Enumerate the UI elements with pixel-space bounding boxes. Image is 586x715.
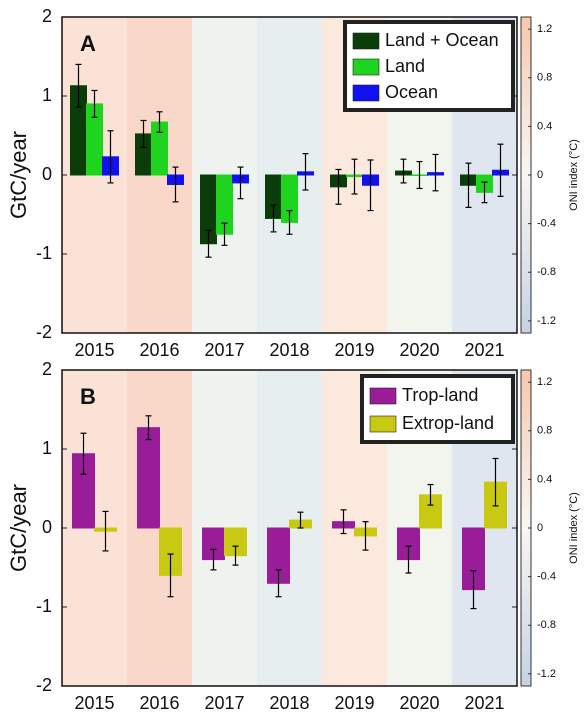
- error-bar: [297, 511, 304, 529]
- error-bar: [75, 63, 82, 108]
- colorbar-tick-label: -0.4: [537, 218, 556, 230]
- error-bar: [80, 432, 87, 475]
- error-bar: [351, 158, 358, 195]
- legend-label: Ocean: [385, 82, 438, 102]
- x-tick-label: 2018: [269, 693, 309, 713]
- y-tick-label: 0: [42, 517, 52, 537]
- legend-swatch: [369, 387, 397, 405]
- error-bar: [102, 510, 109, 552]
- error-bar: [91, 89, 98, 118]
- panel-label: A: [80, 31, 96, 56]
- error-bar: [286, 209, 293, 235]
- error-bar: [481, 181, 488, 204]
- error-bar: [210, 548, 217, 571]
- colorbar-tick-label: -0.8: [537, 619, 556, 631]
- colorbar-tick-label: 0.4: [537, 120, 552, 132]
- legend-swatch: [369, 415, 397, 433]
- error-bar: [275, 569, 282, 598]
- legend-swatch: [352, 58, 380, 76]
- error-bar: [221, 222, 228, 246]
- colorbar-tick-label: 0.8: [537, 425, 552, 437]
- bar: [137, 427, 160, 529]
- colorbar-tick-label: -0.8: [537, 266, 556, 278]
- error-bar: [416, 160, 423, 190]
- legend-swatch: [352, 32, 380, 50]
- error-bar: [270, 204, 277, 233]
- colorbar-tick-label: -1.2: [537, 668, 556, 680]
- x-tick-label: 2020: [399, 693, 439, 713]
- error-bar: [145, 415, 152, 441]
- error-bar: [427, 483, 434, 506]
- y-axis-label: GtC/year: [6, 484, 31, 572]
- colorbar-tick-label: 0: [537, 169, 543, 181]
- x-tick-label: 2020: [399, 340, 439, 360]
- y-tick-label: 2: [42, 6, 52, 26]
- panel-label: B: [80, 384, 96, 409]
- error-bar: [432, 153, 439, 192]
- colorbar-tick-label: 1.2: [537, 376, 552, 388]
- x-tick-label: 2019: [334, 693, 374, 713]
- error-bar: [107, 130, 114, 184]
- colorbar-tick-label: 1.2: [537, 23, 552, 35]
- error-bar: [205, 229, 212, 258]
- y-tick-label: -1: [36, 243, 52, 263]
- error-bar: [497, 143, 504, 197]
- x-tick-label: 2016: [139, 340, 179, 360]
- legend-label: Land: [385, 56, 425, 76]
- x-tick-label: 2018: [269, 340, 309, 360]
- y-tick-label: 1: [42, 85, 52, 105]
- x-tick-label: 2019: [334, 340, 374, 360]
- axes-frame: [61, 369, 518, 687]
- error-bar: [470, 570, 477, 610]
- colorbar-label: ONI index (°C): [568, 492, 580, 564]
- error-bar: [405, 545, 412, 574]
- error-bar: [335, 168, 342, 205]
- error-bar: [340, 509, 347, 535]
- colorbar-tick-label: 0.8: [537, 72, 552, 84]
- error-bar: [367, 159, 374, 212]
- error-bar: [232, 545, 239, 566]
- y-tick-label: 1: [42, 438, 52, 458]
- y-tick-label: 2: [42, 359, 52, 379]
- x-tick-label: 2016: [139, 693, 179, 713]
- legend-label: Extrop-land: [402, 413, 494, 433]
- error-bar: [156, 111, 163, 133]
- y-axis-label: GtC/year: [6, 131, 31, 219]
- error-bar: [465, 162, 472, 208]
- error-bar: [400, 158, 407, 184]
- error-bar: [362, 521, 369, 551]
- x-tick-label: 2015: [74, 693, 114, 713]
- error-bar: [172, 166, 179, 203]
- y-tick-label: -2: [36, 322, 52, 342]
- error-bar: [167, 553, 174, 598]
- colorbar-tick-label: -0.4: [537, 571, 556, 583]
- x-tick-label: 2017: [204, 340, 244, 360]
- legend-label: Land + Ocean: [385, 30, 499, 50]
- y-tick-label: -2: [36, 675, 52, 695]
- x-tick-label: 2021: [464, 340, 504, 360]
- error-bar: [492, 457, 499, 507]
- y-tick-label: 0: [42, 164, 52, 184]
- colorbar-tick-label: -1.2: [537, 315, 556, 327]
- error-bar: [237, 166, 244, 200]
- x-tick-label: 2017: [204, 693, 244, 713]
- colorbar-tick-label: 0.4: [537, 473, 552, 485]
- colorbar-tick-label: 0: [537, 522, 543, 534]
- x-tick-label: 2015: [74, 340, 114, 360]
- error-bar: [302, 153, 309, 191]
- error-bar: [140, 119, 147, 148]
- y-tick-label: -1: [36, 596, 52, 616]
- colorbar-label: ONI index (°C): [568, 139, 580, 211]
- legend-label: Trop-land: [402, 385, 478, 405]
- legend-swatch: [352, 84, 380, 102]
- x-tick-label: 2021: [464, 693, 504, 713]
- axes-frame: [61, 16, 518, 334]
